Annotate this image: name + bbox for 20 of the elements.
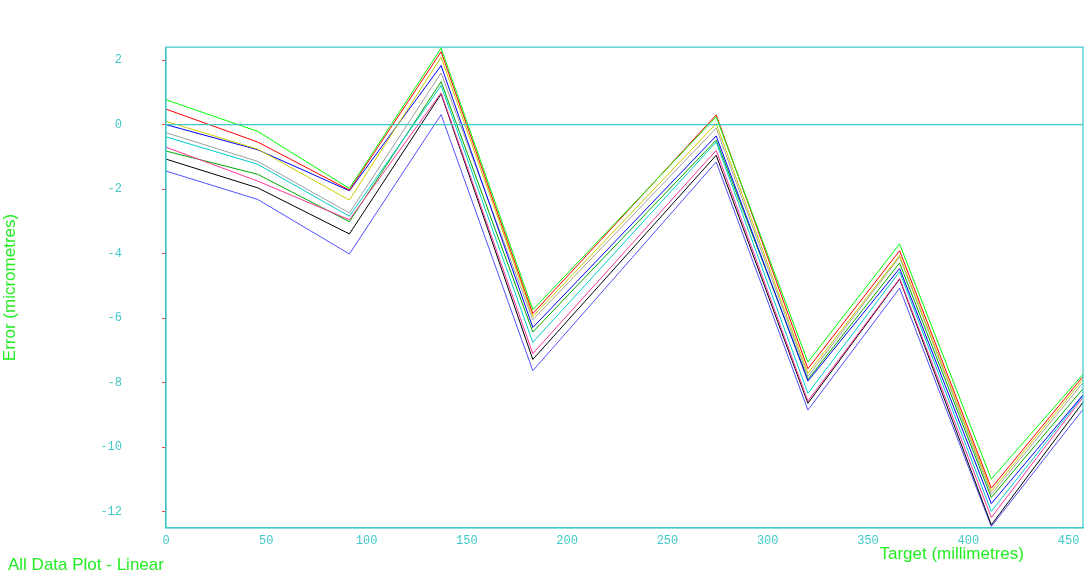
y-axis-title: Error (micrometres) xyxy=(0,213,19,362)
x-tick-label: 450 xyxy=(1057,534,1080,549)
x-tick-label: 300 xyxy=(756,534,779,549)
y-tick-label: 0 xyxy=(114,117,122,132)
x-tick-label: 50 xyxy=(259,534,274,549)
x-tick-label: 200 xyxy=(556,534,578,549)
x-tick-label: 350 xyxy=(857,534,879,549)
x-axis-title: Target (millimetres) xyxy=(879,544,1024,563)
y-tick-label: -12 xyxy=(100,504,122,519)
x-tick-label: 250 xyxy=(656,534,679,549)
x-tick-label: 150 xyxy=(456,534,478,549)
x-tick-label: 100 xyxy=(355,534,378,549)
y-tick-label: -8 xyxy=(107,375,122,390)
y-tick-label: -10 xyxy=(100,440,122,455)
y-tick-label: 2 xyxy=(114,53,122,68)
y-tick-label: -2 xyxy=(107,182,122,197)
y-tick-label: -6 xyxy=(107,311,122,326)
x-tick-label: 0 xyxy=(162,534,170,549)
y-tick-label: -4 xyxy=(107,246,122,261)
text: All Data Plot - Linear xyxy=(8,555,165,574)
